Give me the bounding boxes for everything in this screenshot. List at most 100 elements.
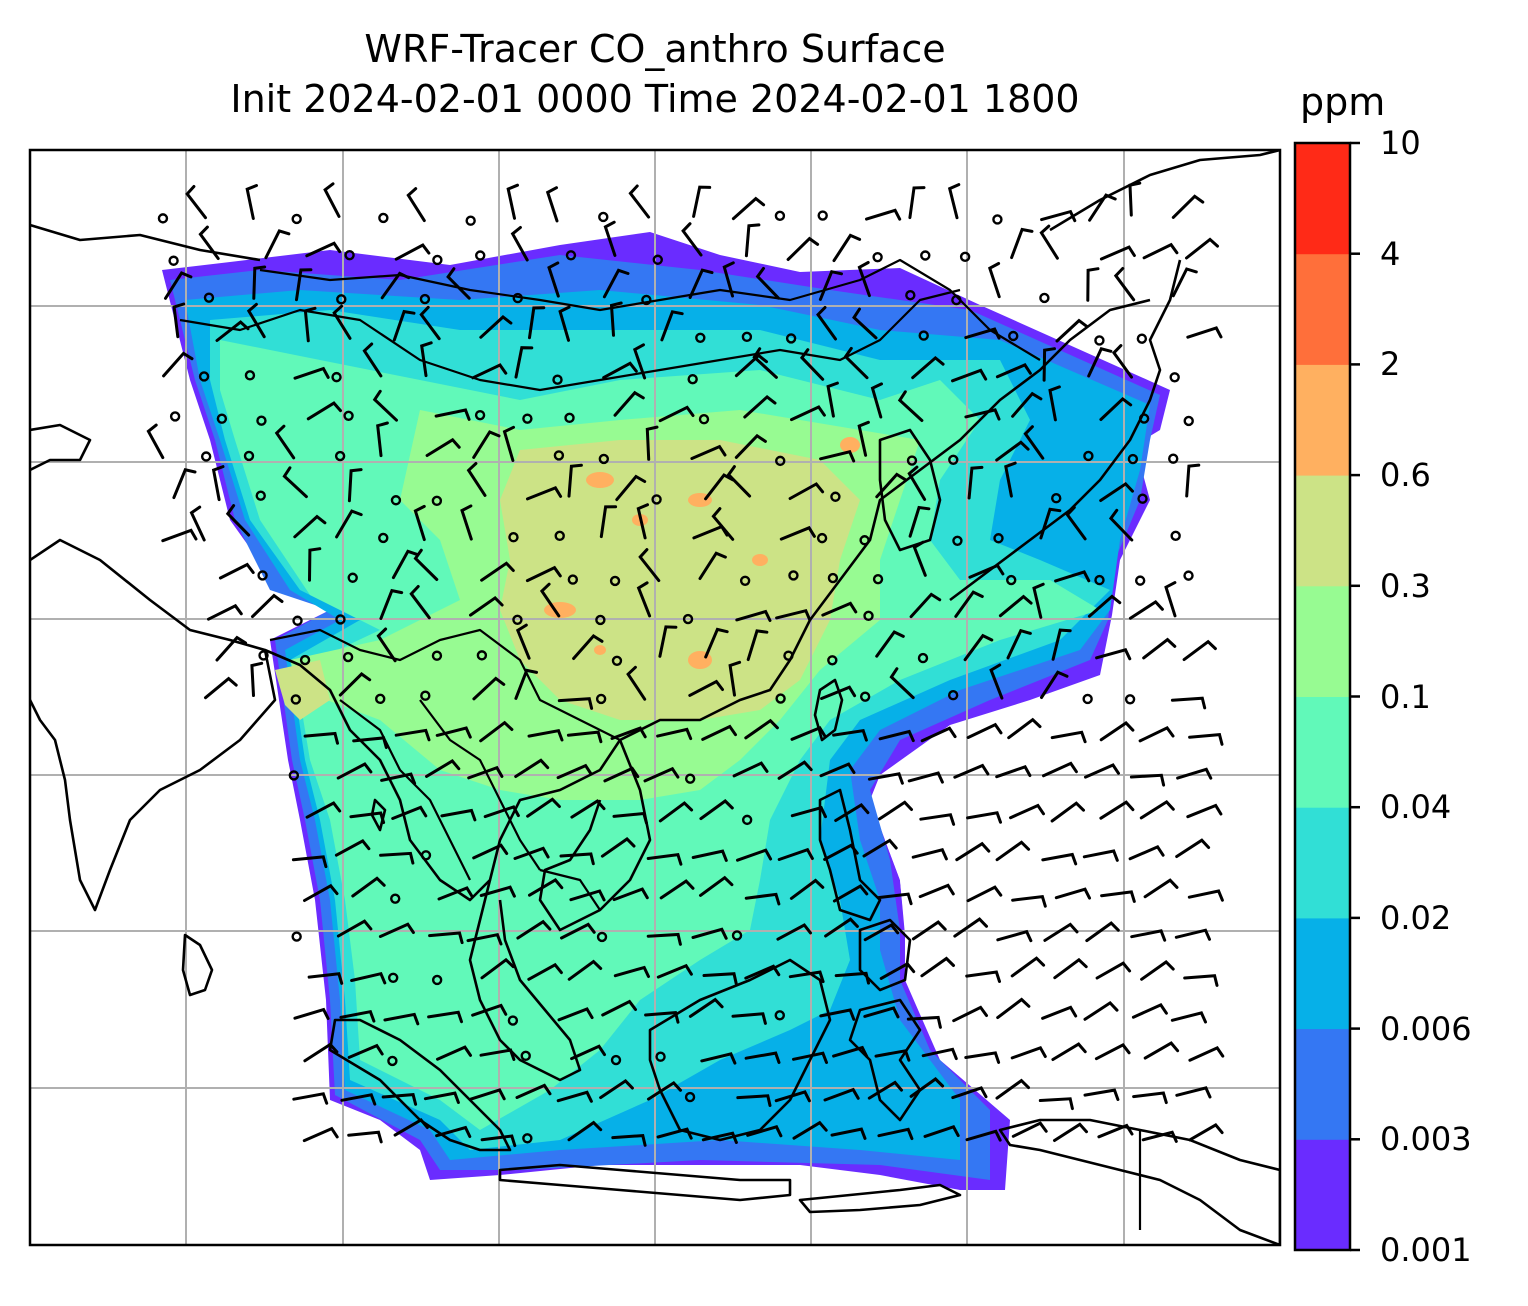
wind-barb: [1032, 582, 1045, 619]
calm-wind-circle: [508, 532, 519, 543]
coast-java: [498, 1163, 792, 1202]
wind-barb: [1171, 194, 1205, 219]
wind-barb: [700, 1052, 737, 1065]
coast-malay-peninsula: [468, 879, 582, 1082]
wind-barb: [545, 186, 559, 223]
coast-sakhalin: [1049, 150, 1280, 232]
wind-barb: [875, 630, 905, 658]
wind-barb: [1042, 761, 1078, 778]
wind-barb: [305, 801, 342, 819]
wind-barb: [987, 262, 1001, 299]
wind-barb: [215, 635, 247, 662]
wind-barb: [792, 1051, 828, 1064]
calm-wind-circle: [419, 293, 431, 305]
wind-barb: [646, 932, 682, 946]
coast-new-guinea: [998, 1118, 1280, 1245]
calm-wind-circle: [344, 249, 355, 261]
wind-barb: [211, 465, 225, 502]
wind-barb: [350, 971, 387, 985]
wind-barb: [1141, 1130, 1178, 1143]
calm-wind-circle: [465, 215, 476, 226]
calm-wind-circle: [1039, 292, 1050, 304]
wind-barb: [600, 837, 636, 858]
wind-barb: [293, 1007, 330, 1020]
calm-wind-circle: [290, 694, 302, 705]
wind-barb: [612, 811, 648, 825]
wind-barb: [1185, 237, 1219, 260]
wind-barb: [611, 1134, 647, 1147]
wind-barb: [1128, 599, 1164, 620]
calm-wind-circle: [292, 615, 303, 626]
wind-barb: [601, 999, 637, 1017]
wind-barb: [923, 1124, 960, 1138]
calm-wind-circle: [905, 289, 916, 301]
colorbar-tick-label: 4: [1380, 234, 1401, 273]
wind-barb: [736, 848, 773, 862]
wind-barb: [658, 801, 694, 823]
wind-barb: [556, 1090, 593, 1103]
wind-barb: [1087, 594, 1122, 618]
calm-wind-circle: [774, 1010, 785, 1021]
wind-barb: [1188, 1122, 1224, 1142]
wind-barb: [1010, 1045, 1047, 1060]
calm-wind-circle: [432, 254, 443, 266]
wind-barb: [372, 389, 398, 422]
wind-barb: [966, 811, 1002, 824]
wind-barb: [704, 627, 729, 659]
wind-barb: [409, 585, 431, 620]
wind-barb: [953, 763, 990, 779]
wind-barb: [172, 302, 186, 339]
colorbar-tick-label: 0.3: [1380, 566, 1431, 605]
wind-barb: [878, 729, 915, 743]
wind-barb: [502, 425, 515, 462]
wind-barb: [1111, 344, 1133, 379]
wind-barb: [701, 724, 737, 741]
wind-barb: [1042, 347, 1056, 382]
wind-barb: [393, 1117, 429, 1137]
wind-barb: [245, 184, 258, 220]
calm-wind-circle: [817, 210, 828, 221]
colorbar-segment: [1295, 917, 1350, 1030]
wind-barb: [282, 466, 308, 499]
wind-barb: [572, 634, 604, 660]
calm-wind-circle: [863, 610, 874, 622]
calm-wind-circle: [1137, 493, 1148, 504]
colorbar-tick-label: 0.02: [1380, 898, 1452, 937]
wind-barb: [189, 505, 206, 542]
wind-barb: [527, 962, 563, 981]
wind-barb: [215, 320, 250, 342]
wind-barb: [406, 187, 426, 223]
wind-barb: [788, 482, 825, 500]
calm-wind-circle: [598, 211, 609, 223]
colorbar-tick-label: 0.1: [1380, 677, 1431, 716]
wind-barb: [1006, 628, 1032, 660]
calm-wind-circle: [595, 614, 606, 626]
wind-barb: [644, 1011, 680, 1024]
wind-barb: [1174, 928, 1211, 941]
wind-barb: [603, 220, 617, 257]
wind-barb: [599, 1078, 634, 1100]
wind-barb: [413, 548, 439, 581]
calm-wind-circle: [859, 535, 870, 546]
wind-barb: [1055, 318, 1089, 343]
calm-wind-circle: [993, 533, 1004, 544]
wind-barb: [744, 223, 761, 258]
calm-wind-circle: [609, 575, 621, 587]
wind-barb: [306, 401, 342, 421]
calm-wind-circle: [420, 850, 432, 861]
gridlines: [30, 150, 1280, 1245]
calm-wind-circle: [731, 930, 743, 941]
wind-barb: [819, 450, 856, 463]
wind-barb: [602, 268, 630, 299]
calm-wind-circle: [872, 251, 883, 263]
calm-wind-circle: [1094, 335, 1105, 346]
field-olive-core: [500, 440, 860, 720]
wind-barb: [293, 514, 327, 539]
colorbar-tick-label: 0.003: [1380, 1120, 1472, 1159]
calm-wind-circle: [256, 415, 267, 426]
wind-barb: [636, 581, 652, 618]
calm-wind-circle: [203, 292, 215, 303]
colorbar-tick-label: 0.001: [1380, 1231, 1472, 1269]
wind-barb: [789, 878, 825, 900]
field-olive-west: [275, 660, 330, 720]
